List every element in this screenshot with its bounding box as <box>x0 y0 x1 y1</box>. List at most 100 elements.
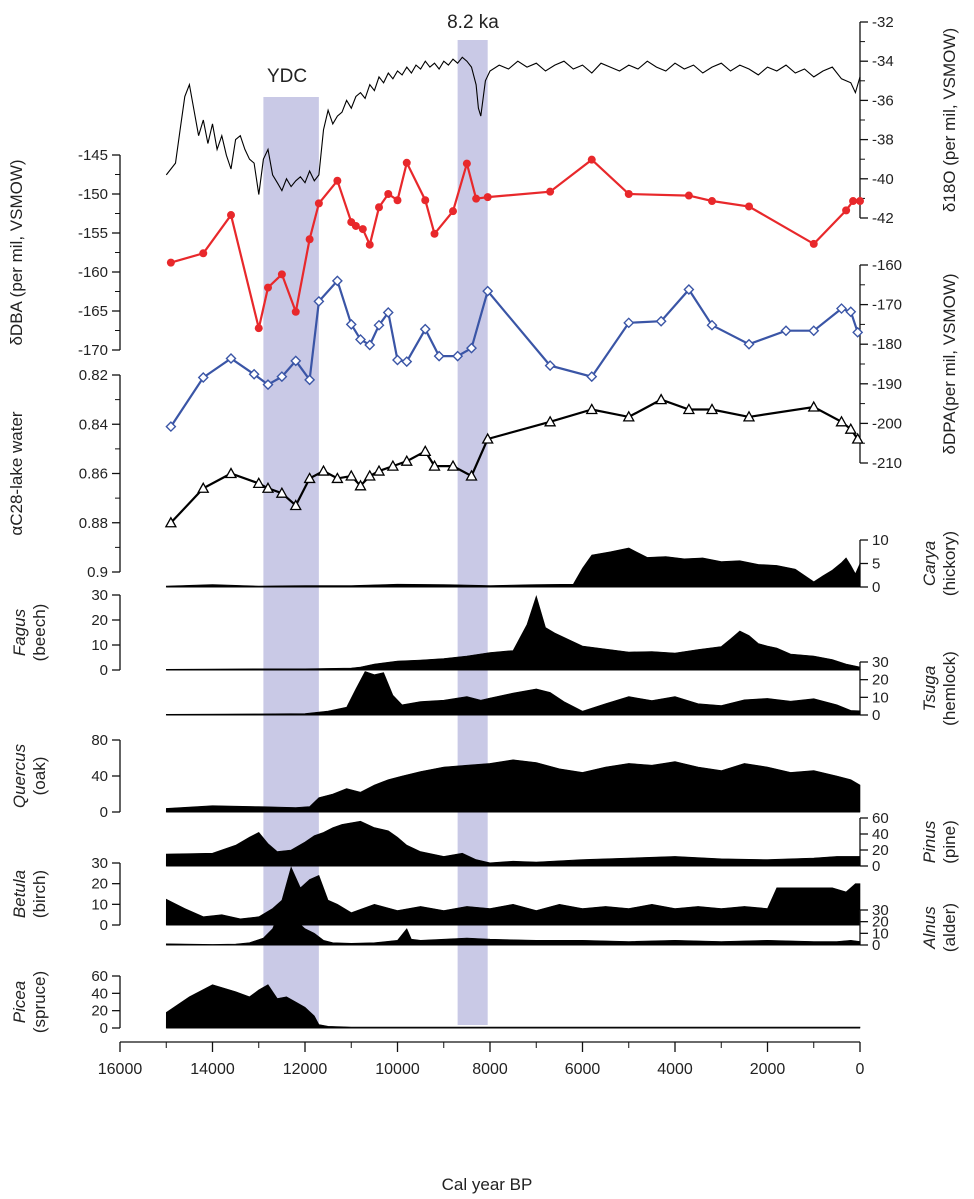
y-tick-label: 30 <box>91 855 108 872</box>
marker <box>364 339 376 351</box>
y-tick-label: 0 <box>872 858 880 875</box>
panel-d18o: -32 -34 -36 -38 -40 -42 δ18O (per mil, VSMOW) <box>165 14 959 227</box>
marker <box>262 379 274 391</box>
marker <box>472 194 481 203</box>
genus-label: Betula <box>10 870 29 918</box>
y-tick-label: -165 <box>78 303 108 320</box>
marker <box>277 270 286 279</box>
y-tick-label: 10 <box>872 532 889 549</box>
y-axis-label: δ18O (per mil, VSMOW) <box>940 28 959 212</box>
marker <box>586 371 598 383</box>
marker <box>428 459 441 471</box>
y-tick-label: -210 <box>872 455 902 472</box>
marker <box>433 350 445 362</box>
y-tick-label: -190 <box>872 376 902 393</box>
y-tick-label: 0.9 <box>87 564 108 581</box>
band-label-8-2-ka: 8.2 ka <box>447 12 499 33</box>
marker <box>400 454 413 466</box>
marker <box>358 225 367 234</box>
marker <box>482 285 494 297</box>
y-tick-label: -38 <box>872 132 894 149</box>
y-tick-label: -200 <box>872 415 902 432</box>
marker <box>808 325 820 337</box>
y-tick-label: -145 <box>78 147 108 164</box>
marker <box>623 317 635 329</box>
marker <box>225 352 237 364</box>
marker <box>392 354 403 366</box>
common-name-label: (oak) <box>30 757 49 796</box>
marker <box>331 472 344 484</box>
marker <box>452 350 464 362</box>
marker <box>345 318 357 330</box>
y-tick-label: 0 <box>872 707 880 724</box>
marker <box>544 360 556 372</box>
marker <box>197 371 209 383</box>
area-quercus <box>165 759 861 813</box>
y-tick-label: 60 <box>872 810 889 827</box>
area-carya <box>165 547 861 588</box>
genus-label: Carya <box>920 541 939 586</box>
marker <box>655 393 668 405</box>
panel-alpha: 0.82 0.84 0.86 0.88 0.9 αC28-lake water <box>7 367 864 581</box>
y-tick-label: 0 <box>100 917 108 934</box>
marker <box>684 191 693 200</box>
y-tick-label: -160 <box>78 264 108 281</box>
marker <box>842 206 851 215</box>
x-axis-label: Cal year BP <box>442 1175 533 1194</box>
x-tick-label: 8000 <box>472 1061 508 1078</box>
y-tick-label: 0.88 <box>79 515 108 532</box>
x-tick-label: 6000 <box>565 1061 601 1078</box>
marker <box>365 240 374 249</box>
y-tick-label: 20 <box>872 672 889 689</box>
marker <box>708 197 716 206</box>
marker <box>585 403 598 415</box>
marker <box>705 403 719 415</box>
panel-fagus: 0 10 20 30 Fagus (beech) <box>10 587 861 679</box>
x-tick-label: 14000 <box>190 1061 235 1078</box>
genus-label: Pinus <box>920 820 939 863</box>
common-name-label: (hemlock) <box>940 651 959 726</box>
x-tick-label: 2000 <box>750 1061 786 1078</box>
marker <box>544 415 557 427</box>
y-tick-label: 30 <box>91 587 108 604</box>
marker <box>224 467 238 479</box>
y-tick-label: -150 <box>78 186 108 203</box>
area-tsuga <box>165 671 861 716</box>
line-dd-ba <box>170 158 860 329</box>
marker <box>836 303 847 315</box>
marker <box>845 306 857 318</box>
marker <box>314 199 323 208</box>
marker <box>386 459 399 471</box>
panel-betula: 0 10 20 30 Betula (birch) <box>10 855 861 934</box>
marker <box>546 187 555 196</box>
genus-label: Quercus <box>10 743 29 808</box>
y-tick-label: 0.82 <box>79 367 108 384</box>
panel-carya: 0 5 10 Carya (hickory) <box>165 531 959 596</box>
marker <box>809 239 818 248</box>
panel-quercus: 0 40 80 Quercus (oak) <box>10 732 861 821</box>
marker <box>248 368 260 380</box>
common-name-label: (birch) <box>30 870 49 918</box>
marker <box>655 315 667 327</box>
y-tick-label: 20 <box>872 842 889 859</box>
common-name-label: (beech) <box>30 604 49 662</box>
y-tick-label: 20 <box>872 914 889 931</box>
marker <box>742 410 756 422</box>
marker <box>303 472 316 484</box>
y-tick-label: -36 <box>872 92 894 109</box>
marker <box>419 323 431 335</box>
y-tick-label: 0 <box>100 1020 108 1037</box>
marker <box>483 193 492 202</box>
common-name-label: (hickory) <box>940 531 959 596</box>
marker <box>481 432 494 444</box>
marker <box>372 464 386 476</box>
marker <box>462 159 471 168</box>
genus-label: Picea <box>10 981 29 1024</box>
marker <box>291 307 300 316</box>
y-tick-label: 0.84 <box>79 416 108 433</box>
marker <box>252 477 265 488</box>
marker <box>465 469 478 481</box>
